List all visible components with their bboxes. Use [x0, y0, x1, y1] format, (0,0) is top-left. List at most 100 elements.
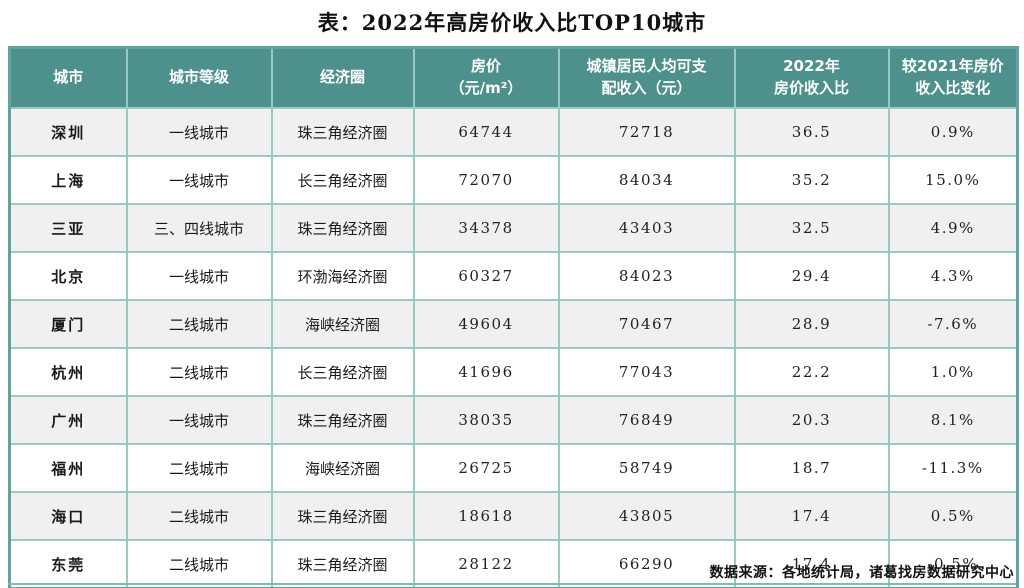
table-row: 福州 二线城市 海峡经济圈 26725 58749 18.7 -11.3% [8, 443, 1019, 493]
cell-house-price: 41696 [412, 347, 560, 397]
cell-disposable-income: 76849 [557, 395, 736, 445]
table-title: 表：2022年高房价收入比TOP10城市 [317, 10, 707, 35]
cell-disposable-income: 72718 [557, 107, 736, 157]
cell-economic-zone: 珠三角经济圈 [270, 203, 415, 253]
table-row: 东莞 二线城市 珠三角经济圈 28122 66290 17.4 -0.5% [8, 539, 1019, 588]
cell-house-price: 60327 [412, 251, 560, 301]
header-line: 城镇居民人均可支 [586, 57, 707, 76]
cell-economic-zone: 海峡经济圈 [270, 299, 415, 349]
cell-city: 杭州 [8, 347, 128, 397]
cell-city: 海口 [8, 491, 128, 541]
cell-disposable-income: 43805 [557, 491, 736, 541]
header-line: 房价收入比 [773, 79, 849, 97]
bottom-divider [8, 583, 1016, 585]
cell-city-tier: 二线城市 [125, 443, 273, 493]
cell-price-income-ratio: 17.4 [733, 539, 890, 588]
cell-city: 广州 [8, 395, 128, 445]
table-row: 上海 一线城市 长三角经济圈 72070 84034 35.2 15.0% [8, 155, 1019, 205]
cell-ratio-change: 0.9% [887, 107, 1019, 157]
cell-ratio-change: -7.6% [887, 299, 1019, 349]
cell-price-income-ratio: 36.5 [733, 107, 890, 157]
cell-house-price: 72070 [412, 155, 560, 205]
table-row: 海口 二线城市 珠三角经济圈 18618 43805 17.4 0.5% [8, 491, 1019, 541]
header-line: 配收入（元） [601, 79, 692, 97]
column-header-economic-zone: 经济圈 [270, 46, 415, 109]
cell-disposable-income: 84034 [557, 155, 736, 205]
column-header-city-tier: 城市等级 [125, 46, 273, 109]
cell-city-tier: 一线城市 [125, 395, 273, 445]
header-line: 收入比变化 [915, 79, 991, 97]
cell-economic-zone: 珠三角经济圈 [270, 491, 415, 541]
cell-city: 上海 [8, 155, 128, 205]
cell-ratio-change: -0.5% [887, 539, 1019, 588]
cell-house-price: 64744 [412, 107, 560, 157]
cell-ratio-change: 0.5% [887, 491, 1019, 541]
cell-price-income-ratio: 22.2 [733, 347, 890, 397]
cell-city: 福州 [8, 443, 128, 493]
cell-economic-zone: 珠三角经济圈 [270, 107, 415, 157]
table-row: 厦门 二线城市 海峡经济圈 49604 70467 28.9 -7.6% [8, 299, 1019, 349]
header-line: 房价 [470, 57, 501, 76]
table-row: 杭州 二线城市 长三角经济圈 41696 77043 22.2 1.0% [8, 347, 1019, 397]
cell-city-tier: 二线城市 [125, 539, 273, 588]
table-row: 三亚 三、四线城市 珠三角经济圈 34378 43403 32.5 4.9% [8, 203, 1019, 253]
cell-house-price: 28122 [412, 539, 560, 588]
cell-economic-zone: 珠三角经济圈 [270, 539, 415, 588]
header-row: 城市 城市等级 经济圈 房价 （元/m²） 城镇居民人均可支 配收入（ [8, 46, 1019, 109]
data-table: 城市 城市等级 经济圈 房价 （元/m²） 城镇居民人均可支 配收入（ [8, 46, 1019, 588]
cell-city: 深圳 [8, 107, 128, 157]
column-header-price-income-ratio: 2022年 房价收入比 [733, 46, 890, 109]
header-line: （元/m²） [449, 79, 523, 97]
header-line: 经济圈 [319, 68, 365, 87]
cell-ratio-change: 15.0% [887, 155, 1019, 205]
cell-price-income-ratio: 17.4 [733, 491, 890, 541]
cell-city-tier: 一线城市 [125, 107, 273, 157]
cell-price-income-ratio: 28.9 [733, 299, 890, 349]
cell-economic-zone: 长三角经济圈 [270, 347, 415, 397]
column-header-ratio-change: 较2021年房价 收入比变化 [887, 46, 1019, 109]
cell-economic-zone: 环渤海经济圈 [270, 251, 415, 301]
cell-city: 东莞 [8, 539, 128, 588]
data-source-note: 数据来源：各地统计局，诸葛找房数据研究中心 [709, 565, 1014, 581]
header-line: 2022年 [783, 57, 840, 76]
cell-price-income-ratio: 20.3 [733, 395, 890, 445]
cell-city-tier: 二线城市 [125, 491, 273, 541]
column-header-city: 城市 [8, 46, 128, 109]
table-row: 北京 一线城市 环渤海经济圈 60327 84023 29.4 4.3% [8, 251, 1019, 301]
cell-price-income-ratio: 32.5 [733, 203, 890, 253]
cell-price-income-ratio: 18.7 [733, 443, 890, 493]
cell-house-price: 38035 [412, 395, 560, 445]
cell-city-tier: 二线城市 [125, 299, 273, 349]
column-header-house-price: 房价 （元/m²） [412, 46, 560, 109]
column-header-disposable-income: 城镇居民人均可支 配收入（元） [557, 46, 736, 109]
cell-disposable-income: 77043 [557, 347, 736, 397]
cell-economic-zone: 长三角经济圈 [270, 155, 415, 205]
header-line: 较2021年房价 [901, 57, 1004, 76]
cell-disposable-income: 66290 [557, 539, 736, 588]
cell-house-price: 18618 [412, 491, 560, 541]
cell-ratio-change: 4.3% [887, 251, 1019, 301]
table-row: 深圳 一线城市 珠三角经济圈 64744 72718 36.5 0.9% [8, 107, 1019, 157]
cell-house-price: 26725 [412, 443, 560, 493]
cell-economic-zone: 海峡经济圈 [270, 443, 415, 493]
cell-disposable-income: 58749 [557, 443, 736, 493]
cell-city: 北京 [8, 251, 128, 301]
cell-disposable-income: 84023 [557, 251, 736, 301]
cell-house-price: 49604 [412, 299, 560, 349]
cell-ratio-change: 8.1% [887, 395, 1019, 445]
cell-ratio-change: -11.3% [887, 443, 1019, 493]
cell-disposable-income: 70467 [557, 299, 736, 349]
cell-city-tier: 三、四线城市 [125, 203, 273, 253]
cell-city-tier: 二线城市 [125, 347, 273, 397]
cell-economic-zone: 珠三角经济圈 [270, 395, 415, 445]
header-line: 城市等级 [168, 68, 229, 87]
header-line: 城市 [53, 68, 84, 87]
cell-price-income-ratio: 29.4 [733, 251, 890, 301]
cell-city: 三亚 [8, 203, 128, 253]
cell-city-tier: 一线城市 [125, 251, 273, 301]
cell-house-price: 34378 [412, 203, 560, 253]
cell-ratio-change: 4.9% [887, 203, 1019, 253]
table-row: 广州 一线城市 珠三角经济圈 38035 76849 20.3 8.1% [8, 395, 1019, 445]
cell-price-income-ratio: 35.2 [733, 155, 890, 205]
